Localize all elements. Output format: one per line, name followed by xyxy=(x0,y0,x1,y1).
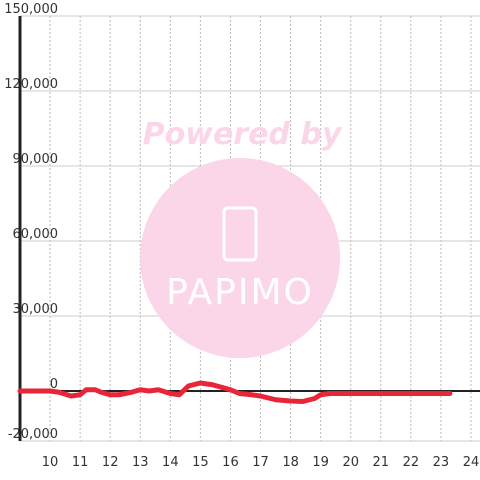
x-tick-label: 12 xyxy=(102,455,119,470)
watermark-logo: PAPIMO xyxy=(166,272,314,313)
x-tick-label: 20 xyxy=(342,455,359,470)
y-tick-label: 30,000 xyxy=(13,302,59,317)
y-tick-label: -20,000 xyxy=(8,427,58,442)
watermark-circle xyxy=(140,158,340,358)
watermark-text: Powered by xyxy=(143,117,343,152)
x-tick-label: 23 xyxy=(433,455,450,470)
x-tick-label: 10 xyxy=(42,455,59,470)
x-tick-label: 15 xyxy=(192,455,209,470)
x-tick-label: 22 xyxy=(403,455,420,470)
x-tick-label: 21 xyxy=(373,455,390,470)
y-tick-label: 0 xyxy=(50,377,58,392)
data-line xyxy=(17,380,453,404)
x-tick-label: 17 xyxy=(252,455,269,470)
x-tick-label: 14 xyxy=(162,455,179,470)
watermark-icon xyxy=(222,206,258,262)
x-tick-label: 24 xyxy=(463,455,480,470)
x-tick-label: 13 xyxy=(132,455,149,470)
x-tick-label: 11 xyxy=(72,455,89,470)
y-tick-label: 60,000 xyxy=(13,227,59,242)
y-tick-label: 150,000 xyxy=(4,2,58,17)
y-tick-label: 120,000 xyxy=(4,77,58,92)
x-tick-label: 16 xyxy=(222,455,239,470)
y-tick-label: 90,000 xyxy=(13,152,59,167)
x-tick-label: 18 xyxy=(282,455,299,470)
x-tick-label: 19 xyxy=(312,455,329,470)
watermark: Powered by PAPIMO xyxy=(140,117,343,358)
